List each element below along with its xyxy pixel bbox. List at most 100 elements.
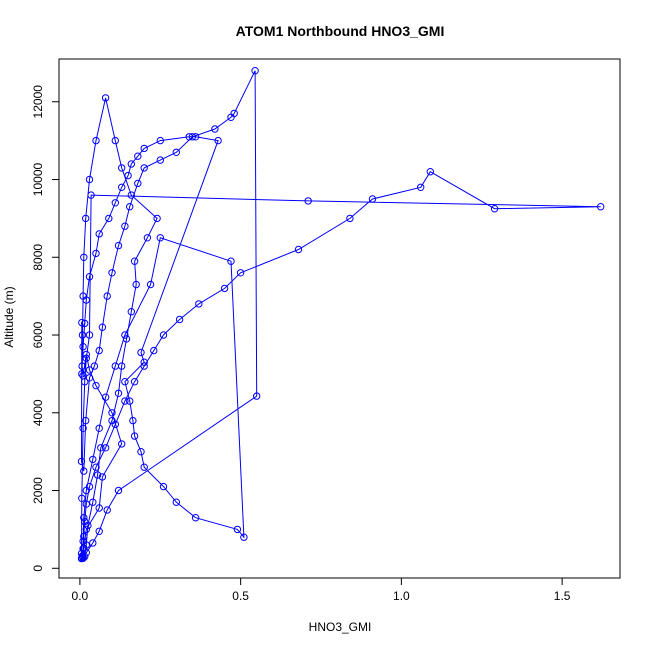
data-point xyxy=(118,183,126,192)
data-point xyxy=(175,315,184,324)
data-point xyxy=(127,191,136,199)
data-point xyxy=(156,234,165,242)
data-point xyxy=(78,362,86,370)
data-point xyxy=(191,133,200,141)
data-point xyxy=(140,144,148,153)
data-point xyxy=(126,203,134,211)
data-point xyxy=(130,378,139,386)
data-point xyxy=(108,409,116,417)
data-point xyxy=(118,164,126,172)
data-point xyxy=(121,378,129,386)
data-point xyxy=(124,171,132,180)
data-point xyxy=(294,245,303,254)
y-tick-label: 10000 xyxy=(31,163,45,197)
data-point xyxy=(82,416,90,425)
data-point xyxy=(78,370,86,378)
data-point xyxy=(79,372,87,380)
data-point xyxy=(85,331,94,339)
data-point xyxy=(85,366,94,374)
data-point xyxy=(85,273,94,281)
x-tick-label: 1.0 xyxy=(393,589,410,603)
data-point xyxy=(80,532,88,541)
data-point xyxy=(89,539,97,547)
data-point xyxy=(78,331,87,339)
data-point xyxy=(426,168,434,176)
data-point xyxy=(121,331,129,339)
data-point xyxy=(195,300,203,308)
data-point xyxy=(93,471,102,479)
data-point xyxy=(82,350,91,359)
y-tick-label: 6000 xyxy=(31,321,45,348)
data-point xyxy=(79,424,87,432)
data-point xyxy=(95,504,103,512)
data-point xyxy=(90,362,99,370)
y-tick-label: 4000 xyxy=(31,399,45,426)
data-point xyxy=(103,292,111,300)
data-point xyxy=(79,554,87,562)
data-point xyxy=(188,133,197,141)
data-point xyxy=(150,346,158,355)
y-axis: 0 2000 4000 6000 8000 10000 12000 xyxy=(31,85,60,572)
data-point xyxy=(80,253,88,261)
data-point xyxy=(220,284,229,293)
data-point xyxy=(159,482,168,491)
data-point xyxy=(253,392,261,400)
data-point xyxy=(172,148,181,157)
data-point xyxy=(118,440,126,448)
data-point xyxy=(108,416,116,425)
data-point xyxy=(97,444,105,452)
y-tick-label: 2000 xyxy=(31,477,45,504)
data-point xyxy=(95,527,103,535)
data-point xyxy=(130,257,139,265)
chart-title: ATOM1 Northbound HNO3_GMI xyxy=(236,23,445,39)
data-point xyxy=(108,269,116,277)
data-point xyxy=(140,358,148,366)
data-point xyxy=(114,389,123,397)
data-point xyxy=(82,500,91,508)
data-point xyxy=(214,136,222,145)
data-point xyxy=(191,514,200,522)
data-point xyxy=(79,292,87,300)
data-point xyxy=(92,463,100,471)
data-point xyxy=(81,552,89,561)
data-point xyxy=(143,234,152,242)
data-point xyxy=(130,432,139,440)
data-point xyxy=(146,280,155,289)
data-point xyxy=(227,257,235,265)
data-point xyxy=(118,362,126,370)
data-point xyxy=(89,498,97,506)
data-point xyxy=(82,525,91,534)
data-point xyxy=(82,214,90,223)
data-point xyxy=(111,136,120,145)
data-point xyxy=(233,525,242,534)
data-point xyxy=(92,136,100,145)
data-point xyxy=(81,319,89,328)
y-tick-label: 12000 xyxy=(31,85,45,119)
data-point xyxy=(98,323,107,331)
data-point xyxy=(87,191,95,199)
data-point xyxy=(114,241,123,250)
data-point xyxy=(490,205,499,213)
data-point xyxy=(77,457,86,466)
data-point xyxy=(137,348,145,357)
data-point xyxy=(137,448,145,456)
data-point xyxy=(122,335,131,343)
data-point xyxy=(85,175,94,184)
data-point xyxy=(230,109,238,118)
data-point xyxy=(85,374,94,382)
data-point xyxy=(82,486,91,495)
data-point xyxy=(236,269,245,277)
data-point xyxy=(114,486,123,495)
data-point xyxy=(92,249,100,258)
data-point xyxy=(211,125,219,133)
data-point xyxy=(156,156,165,164)
data-point xyxy=(129,416,137,425)
data-point xyxy=(84,521,92,530)
data-point xyxy=(78,494,86,502)
data-point xyxy=(240,533,248,541)
data-point xyxy=(80,467,88,475)
data-point xyxy=(140,362,148,370)
data-point xyxy=(98,473,107,481)
data-point xyxy=(417,183,425,192)
data-point xyxy=(101,94,110,102)
